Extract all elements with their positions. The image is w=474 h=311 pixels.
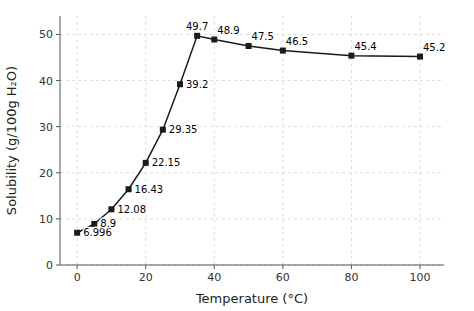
data-label: 45.4 <box>354 41 376 52</box>
x-tick-label: 0 <box>74 271 81 284</box>
y-tick <box>56 172 60 173</box>
chart-container: 0 20 40 60 80 100 0 10 20 30 40 50 Temperature (°C) S… <box>0 0 474 311</box>
data-label: 16.43 <box>135 184 164 195</box>
y-tick <box>56 218 60 219</box>
y-tick <box>56 265 60 266</box>
data-label: 29.35 <box>169 124 198 135</box>
data-point <box>74 230 80 236</box>
x-tick-label: 100 <box>410 271 431 284</box>
x-tick-label: 80 <box>344 271 358 284</box>
y-tick-label: 20 <box>39 167 53 180</box>
x-axis-label: Temperature (°C) <box>195 291 308 306</box>
x-tick <box>145 265 146 269</box>
x-grid-line <box>145 16 146 265</box>
y-tick <box>56 34 60 35</box>
data-label: 46.5 <box>286 36 308 47</box>
x-tick <box>282 265 283 269</box>
x-axis-line <box>60 265 444 266</box>
y-grid-line <box>60 265 444 266</box>
data-label: 22.15 <box>152 157 181 168</box>
data-point <box>126 186 132 192</box>
axes: 0 20 40 60 80 100 0 10 20 30 40 50 <box>39 16 444 284</box>
data-label: 12.08 <box>117 204 146 215</box>
x-tick <box>420 265 421 269</box>
data-point <box>417 54 423 60</box>
x-tick <box>77 265 78 269</box>
x-tick <box>351 265 352 269</box>
data-label: 45.2 <box>423 42 445 53</box>
grid <box>60 16 444 265</box>
data-labels: 6.9968.912.0816.4322.1529.3539.249.748.9… <box>83 21 445 238</box>
data-point <box>143 160 149 166</box>
data-label: 49.7 <box>186 21 208 32</box>
data-point <box>194 33 200 39</box>
y-tick <box>56 126 60 127</box>
data-point <box>108 206 114 212</box>
y-grid-line <box>60 126 444 127</box>
y-grid-line <box>60 80 444 81</box>
y-grid-line <box>60 218 444 219</box>
data-label: 8.9 <box>100 218 116 229</box>
x-tick-label: 20 <box>139 271 153 284</box>
data-line <box>77 36 420 233</box>
data-point <box>211 37 217 43</box>
x-tick-label: 40 <box>207 271 221 284</box>
y-axis-line <box>60 16 61 265</box>
data-point <box>177 81 183 87</box>
x-grid-line <box>77 16 78 265</box>
x-grid-line <box>214 16 215 265</box>
data-label: 48.9 <box>217 25 239 36</box>
y-tick-label: 10 <box>39 213 53 226</box>
x-tick-label: 60 <box>276 271 290 284</box>
data-point <box>160 127 166 133</box>
data-group <box>74 33 423 236</box>
y-tick-label: 40 <box>39 75 53 88</box>
y-tick-label: 30 <box>39 121 53 134</box>
y-tick <box>56 80 60 81</box>
data-point <box>246 43 252 49</box>
x-tick <box>214 265 215 269</box>
data-label: 39.2 <box>186 79 208 90</box>
y-tick-label: 50 <box>39 28 53 41</box>
data-point <box>348 53 354 59</box>
y-grid-line <box>60 172 444 173</box>
x-grid-line <box>420 16 421 265</box>
data-point <box>91 221 97 227</box>
y-axis-label: Solubility (g/100g H₂O) <box>4 66 19 215</box>
data-label: 47.5 <box>252 31 274 42</box>
y-tick-label: 0 <box>46 259 53 272</box>
data-point <box>280 48 286 54</box>
chart-svg: 0 20 40 60 80 100 0 10 20 30 40 50 Temperature (°C) S… <box>0 0 474 311</box>
